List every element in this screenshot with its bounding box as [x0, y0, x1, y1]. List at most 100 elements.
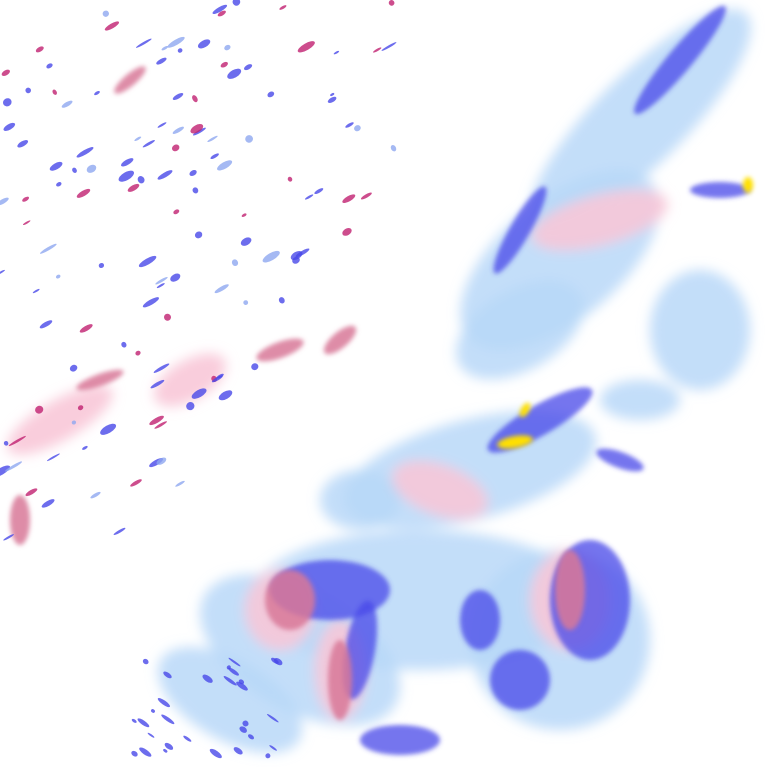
precip-cell — [0, 465, 11, 478]
precip-cell — [217, 10, 226, 17]
precip-cell — [90, 491, 101, 499]
precip-cell — [46, 63, 53, 69]
precip-cell — [243, 300, 249, 306]
precip-cell — [3, 122, 16, 131]
mixed-light-area — [7, 385, 113, 455]
mixed-moderate-area — [10, 495, 30, 545]
moderate-rain-area — [360, 725, 440, 755]
precip-cell — [227, 68, 242, 79]
precip-cell — [77, 405, 84, 411]
precip-cell — [98, 262, 105, 269]
precip-cell — [120, 158, 134, 167]
precip-cell — [267, 91, 275, 98]
precip-cell — [131, 750, 138, 757]
moderate-rain-area — [690, 182, 750, 198]
precip-cell — [147, 732, 155, 738]
precip-cell — [39, 243, 57, 254]
precip-cell — [134, 136, 142, 142]
precip-cell — [231, 259, 239, 267]
mixed-moderate-area — [328, 640, 352, 720]
precip-cell — [292, 256, 300, 264]
precip-cell — [239, 726, 247, 733]
precip-cell — [76, 188, 91, 198]
precip-cell — [113, 527, 126, 536]
precip-cell — [154, 421, 167, 429]
precip-cell — [297, 41, 315, 53]
precip-cell — [373, 47, 382, 53]
precip-cell — [163, 749, 168, 753]
precip-cell — [79, 324, 93, 333]
precip-cell — [224, 44, 231, 51]
precip-cell — [156, 57, 167, 65]
precip-cell — [192, 127, 206, 136]
precip-cell — [157, 170, 173, 180]
precip-cell — [273, 657, 283, 666]
precip-cell — [226, 665, 231, 670]
precip-cell — [155, 276, 168, 285]
precip-cell — [139, 747, 152, 757]
precip-cell — [69, 364, 78, 372]
mixed-light-area — [532, 189, 668, 251]
precip-cell — [82, 445, 88, 450]
precip-cell — [32, 288, 40, 294]
precip-cell — [142, 139, 155, 148]
precip-cell — [287, 176, 293, 182]
mixed-moderate-area — [114, 66, 146, 94]
precip-cell — [333, 50, 340, 55]
precip-cell — [61, 100, 73, 108]
intense-rain-core — [519, 402, 531, 418]
precip-cell — [242, 720, 249, 727]
precip-cell — [241, 213, 247, 218]
precip-cell — [35, 46, 44, 53]
precip-cell — [1, 69, 10, 76]
precip-cell — [342, 228, 352, 236]
precip-cell — [49, 161, 63, 171]
precip-cell — [25, 488, 38, 497]
precip-cell — [233, 747, 243, 755]
precip-cell — [194, 231, 203, 239]
precip-cell — [172, 126, 184, 134]
precip-cell — [251, 363, 259, 371]
precip-cell — [388, 0, 395, 6]
precip-cell — [72, 167, 77, 173]
precip-cell — [191, 388, 207, 399]
precip-cell — [55, 274, 61, 279]
precip-cell — [164, 313, 171, 321]
precip-cell — [86, 164, 97, 173]
precip-cell — [192, 95, 198, 103]
precip-cell — [52, 89, 57, 95]
precip-cell — [228, 657, 241, 667]
light-rain-area — [600, 380, 680, 420]
precip-cell — [211, 375, 223, 383]
precip-cell — [25, 87, 31, 94]
mixed-moderate-area — [76, 369, 124, 391]
precip-cell — [135, 350, 141, 356]
intense-rain-core — [497, 435, 533, 449]
precip-cell — [266, 714, 279, 723]
precip-cell — [186, 402, 195, 411]
precip-cell — [228, 667, 239, 676]
precip-cell — [214, 284, 229, 294]
mixed-moderate-area — [323, 325, 357, 355]
precip-cell — [164, 742, 174, 750]
mixed-light-area — [153, 353, 227, 407]
mixed-moderate-area — [265, 570, 315, 630]
precip-cell — [163, 671, 172, 679]
precip-cell — [183, 735, 192, 742]
precip-cell — [102, 10, 109, 17]
precip-cell — [218, 390, 233, 401]
precip-cell — [151, 709, 155, 713]
precip-cell — [22, 196, 30, 202]
precip-cell — [189, 170, 197, 176]
intense-rain-core — [743, 177, 753, 193]
precip-cell — [17, 140, 29, 148]
precip-cell — [360, 192, 372, 200]
precip-cell — [202, 674, 213, 683]
precip-cell — [3, 440, 9, 446]
precip-cell — [138, 255, 157, 268]
precip-cell — [149, 415, 164, 426]
precip-cell — [232, 0, 241, 6]
precip-cell — [71, 420, 77, 425]
